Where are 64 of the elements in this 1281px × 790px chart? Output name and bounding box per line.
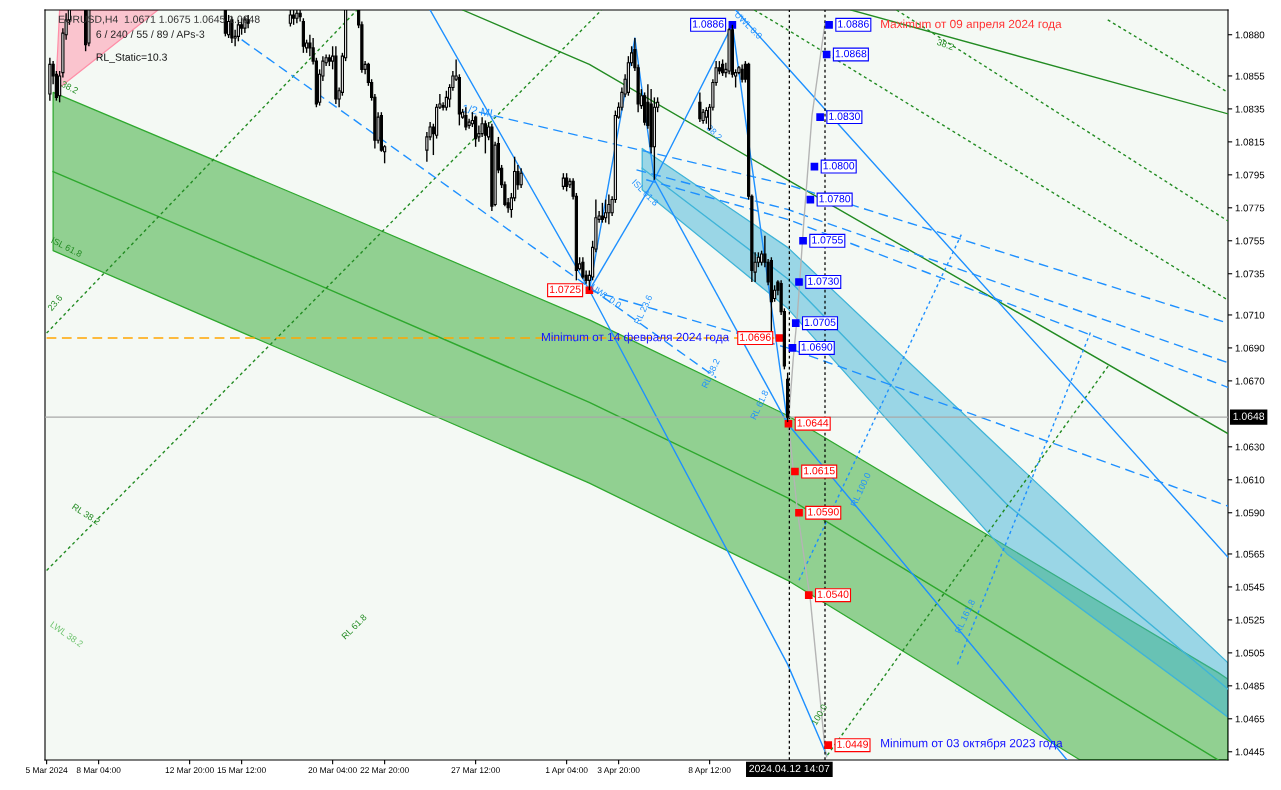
data-label: 1.0615 <box>804 466 835 475</box>
data-label: 1.0540 <box>817 590 849 598</box>
data-label: 1.0886 <box>838 20 869 28</box>
y-tick-label: 1.0755 <box>1235 237 1265 245</box>
y-tick-label: 1.0590 <box>1235 509 1265 517</box>
data-label: 1.0755 <box>812 236 843 244</box>
y-tick-label: 1.0815 <box>1235 138 1265 146</box>
y-tick-label: 1.0485 <box>1235 682 1265 690</box>
y-tick-label: 1.0565 <box>1235 550 1265 558</box>
y-tick-label: 1.0630 <box>1235 443 1265 451</box>
x-tick-label: 3 Apr 20:00 <box>597 767 640 775</box>
data-label: 1.0800 <box>823 162 855 170</box>
annotation: RL 23.6 <box>633 294 653 325</box>
y-tick-label: 1.0835 <box>1235 105 1265 113</box>
annotation: RL 61.8 <box>341 613 368 640</box>
data-label: 1.0644 <box>797 419 829 427</box>
x-tick-label: 27 Mar 12:00 <box>451 767 500 774</box>
y-tick-label: 1.0795 <box>1235 171 1265 179</box>
data-label: 1.0449 <box>837 740 868 748</box>
annotation: 38.2 <box>936 38 955 51</box>
data-label: 1.0730 <box>808 277 839 285</box>
y-tick-label: 1.0505 <box>1235 649 1265 657</box>
data-label: 1.0696 <box>740 333 771 341</box>
y-tick-label: 1.0670 <box>1235 377 1265 385</box>
y-tick-label: 1.0610 <box>1235 476 1265 484</box>
y-tick-label: 1.0445 <box>1235 748 1265 756</box>
y-tick-label: 1.0710 <box>1235 311 1265 319</box>
x-tick-label: 12 Mar 20:00 <box>165 767 214 774</box>
annotation: RL 161.8 <box>954 598 976 634</box>
annotation: ISL 61.8 <box>50 237 83 258</box>
y-tick-label: 1.0735 <box>1235 270 1265 278</box>
y-tick-label: 1.0465 <box>1235 715 1265 723</box>
annotation: RL 38.2 <box>701 358 720 389</box>
annotation: RL 61.8 <box>750 389 769 420</box>
annotation: RL 38.2 <box>71 503 101 526</box>
annotation: RL 100.0 <box>850 472 871 507</box>
annotation: 38.2 <box>706 124 723 141</box>
data-label: 1.0590 <box>808 508 839 516</box>
text: 6 / 240 / 55 / 89 / APs-3 <box>96 30 205 38</box>
x-tick-label: 22 Mar 20:00 <box>360 767 409 774</box>
y-tick-label: 1.0690 <box>1235 344 1265 352</box>
data-label: 1.0725 <box>549 285 581 294</box>
y-tick-label: 1.0775 <box>1235 204 1265 212</box>
data-label: 1.0705 <box>804 318 836 326</box>
x-tick-label: 20 Mar 04:00 <box>308 767 357 774</box>
x-tick-label: 8 Mar 04:00 <box>76 767 121 774</box>
y-tick-label: 1.0525 <box>1235 616 1265 624</box>
x-tick-label: 5 Mar 2024 <box>25 767 68 774</box>
y-tick-label: 1.0880 <box>1235 31 1265 39</box>
y-tick-label: 1.0855 <box>1235 72 1265 80</box>
y-tick-label: 1.0545 <box>1235 583 1265 591</box>
data-label: 1.0830 <box>829 112 860 120</box>
data-label: 1.0780 <box>819 194 851 203</box>
ref-line-label: 1.0648 <box>1233 412 1265 420</box>
x-tick-label: 8 Apr 12:00 <box>688 767 731 775</box>
annotation: LWL 38.2 <box>49 621 84 648</box>
annotation: 38.2 <box>60 80 79 94</box>
data-label: 1.0886 <box>692 20 724 28</box>
data-label: 1.0690 <box>801 343 833 351</box>
data-label: 1.0868 <box>835 49 867 58</box>
ref-line-label: 2024.04.12 14:07 <box>749 764 830 773</box>
annotation: RL_Static=10.3 <box>96 53 167 63</box>
x-tick-label: 15 Mar 12:00 <box>217 767 266 774</box>
x-tick-label: 1 Apr 04:00 <box>545 767 588 775</box>
